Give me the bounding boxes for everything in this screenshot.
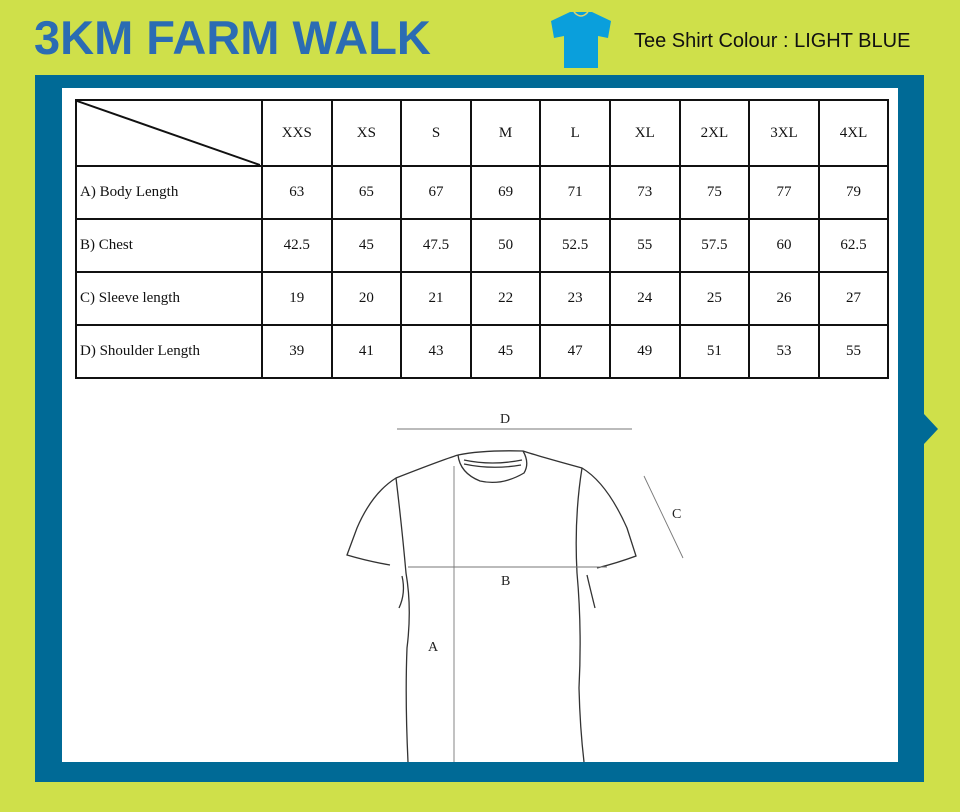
measurement-value: 77 xyxy=(748,165,820,220)
measurement-value: 79 xyxy=(817,165,890,220)
measurement-value: 47 xyxy=(539,324,611,379)
measurement-value: 22 xyxy=(469,271,542,326)
measurement-row: D) Shoulder Length 39 41 43 45 47 49 51 53 55 xyxy=(75,324,890,379)
tshirt-outline xyxy=(346,450,637,762)
size-header: S xyxy=(400,99,472,167)
row-label: C) Sleeve length xyxy=(75,271,263,326)
size-header: 4XL xyxy=(817,99,890,167)
size-header: 3XL xyxy=(748,99,820,167)
label-b: B xyxy=(501,574,510,589)
measurement-value: 23 xyxy=(539,271,611,326)
measurement-value: 63 xyxy=(261,165,333,220)
measurement-value: 65 xyxy=(330,165,403,220)
size-header: XXS xyxy=(261,99,333,167)
size-header: L xyxy=(539,99,611,167)
measurement-value: 67 xyxy=(400,165,472,220)
label-c: C xyxy=(672,507,681,522)
measurement-value: 75 xyxy=(678,165,751,220)
measurement-row: B) Chest 42.5 45 47.5 50 52.5 55 57.5 60 62.5 xyxy=(75,218,890,273)
measurement-value: 52.5 xyxy=(539,218,611,273)
measurement-value: 43 xyxy=(400,324,472,379)
measurement-value: 69 xyxy=(469,165,542,220)
measurement-value: 42.5 xyxy=(261,218,333,273)
size-header: XS xyxy=(330,99,403,167)
measurement-value: 47.5 xyxy=(400,218,472,273)
measurement-row: C) Sleeve length 19 20 21 22 23 24 25 26 27 xyxy=(75,271,890,326)
measurement-value: 39 xyxy=(261,324,333,379)
size-chart-sheet: XXS XS S M L XL 2XL 3XL 4XL A) Body Leng… xyxy=(62,88,898,762)
measurement-value: 21 xyxy=(400,271,472,326)
measurement-row: A) Body Length 63 65 67 69 71 73 75 77 79 xyxy=(75,165,890,220)
measurement-value: 62.5 xyxy=(817,218,890,273)
row-label: B) Chest xyxy=(75,218,263,273)
measurement-value: 71 xyxy=(539,165,611,220)
size-header: XL xyxy=(608,99,681,167)
tshirt-measurement-diagram: D B C A xyxy=(346,412,684,762)
measurement-value: 20 xyxy=(330,271,403,326)
measurement-value: 45 xyxy=(469,324,542,379)
label-a: A xyxy=(428,640,439,655)
page-title: 3KM FARM WALK xyxy=(34,11,431,64)
measurement-value: 49 xyxy=(608,324,681,379)
measurement-value: 73 xyxy=(608,165,681,220)
measurement-value: 55 xyxy=(608,218,681,273)
measurement-value: 50 xyxy=(469,218,542,273)
tee-colour-label: Tee Shirt Colour : LIGHT BLUE xyxy=(634,30,911,52)
size-header: M xyxy=(469,99,542,167)
diagonal-line xyxy=(77,101,260,165)
measurement-value: 27 xyxy=(817,271,890,326)
tshirt-icon xyxy=(551,11,611,68)
size-header: 2XL xyxy=(678,99,751,167)
measurement-value: 55 xyxy=(817,324,890,379)
measurement-value: 24 xyxy=(608,271,681,326)
measurement-value: 25 xyxy=(678,271,751,326)
measurement-value: 45 xyxy=(330,218,403,273)
row-label: A) Body Length xyxy=(75,165,263,220)
measurement-value: 51 xyxy=(678,324,751,379)
diagonal-header-cell xyxy=(75,99,263,167)
measurement-value: 57.5 xyxy=(678,218,751,273)
size-table: XXS XS S M L XL 2XL 3XL 4XL A) Body Leng… xyxy=(75,99,890,379)
measurement-value: 53 xyxy=(748,324,820,379)
measurement-value: 19 xyxy=(261,271,333,326)
measurement-lines xyxy=(397,428,684,762)
measurement-value: 41 xyxy=(330,324,403,379)
size-header-row: XXS XS S M L XL 2XL 3XL 4XL xyxy=(75,99,890,167)
label-d: D xyxy=(500,412,510,427)
measurement-value: 26 xyxy=(748,271,820,326)
measurement-value: 60 xyxy=(748,218,820,273)
row-label: D) Shoulder Length xyxy=(75,324,263,379)
next-arrow-icon xyxy=(924,414,938,444)
